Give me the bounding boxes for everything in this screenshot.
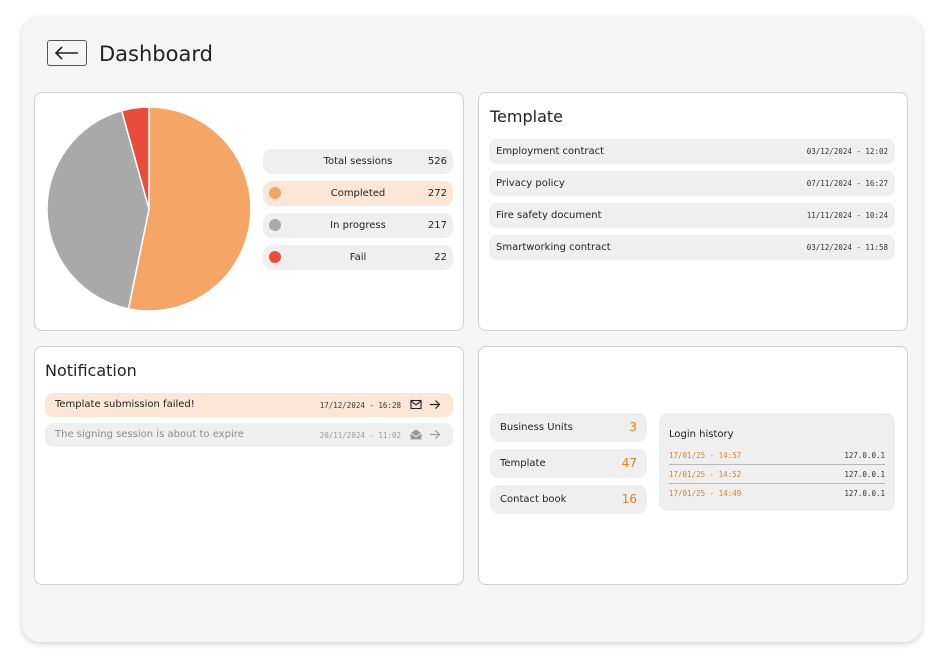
stat-in-progress-label: In progress <box>330 220 386 231</box>
count-contact-book[interactable]: Contact book 16 <box>490 485 647 514</box>
sessions-pie-chart <box>46 106 252 312</box>
summary-card: Business Units 3 Template 47 Contact boo… <box>478 346 908 585</box>
stat-in-progress: In progress 217 <box>263 213 453 238</box>
arrow-right-icon[interactable] <box>429 399 441 410</box>
stat-in-progress-value: 217 <box>427 220 447 231</box>
login-ip: 127.0.0.1 <box>844 470 885 479</box>
arrow-right-icon[interactable] <box>429 429 441 440</box>
count-value: 3 <box>629 420 637 434</box>
stat-fail-label: Fail <box>349 252 367 263</box>
template-name: Smartworking contract <box>496 242 611 253</box>
stat-total-label: Total sessions <box>323 156 393 167</box>
login-time: 17/01/25 - 14:49 <box>669 489 742 498</box>
count-value: 47 <box>621 456 637 470</box>
stat-fail: Fail 22 <box>263 245 453 270</box>
login-ip: 127.0.0.1 <box>844 451 885 460</box>
pie-slice-fail <box>120 106 150 210</box>
count-template[interactable]: Template 47 <box>490 449 647 478</box>
notification-message: Template submission failed! <box>55 399 195 410</box>
stat-total-sessions: Total sessions 526 <box>263 149 453 174</box>
template-date: 03/12/2024 - 11:58 <box>806 243 888 252</box>
template-name: Fire safety document <box>496 210 602 221</box>
login-history-panel: Login history 17/01/25 - 14:57 127.0.0.1… <box>659 413 895 511</box>
mail-open-icon[interactable] <box>410 429 422 440</box>
template-row[interactable]: Smartworking contract 03/12/2024 - 11:58 <box>489 235 895 260</box>
notification-message: The signing session is about to expire <box>55 429 244 440</box>
count-business-units[interactable]: Business Units 3 <box>490 413 647 442</box>
login-ip: 127.0.0.1 <box>844 489 885 498</box>
in-progress-dot <box>269 219 281 231</box>
notification-item[interactable]: The signing session is about to expire 2… <box>45 423 453 447</box>
template-date: 03/12/2024 - 12:02 <box>806 147 888 156</box>
count-label: Template <box>500 458 546 469</box>
template-card: Template Employment contract 03/12/2024 … <box>478 92 908 331</box>
template-row[interactable]: Privacy policy 07/11/2024 - 16:27 <box>489 171 895 196</box>
notification-card: Notification Template submission failed!… <box>34 346 464 585</box>
count-value: 16 <box>621 492 637 506</box>
notification-date: 17/12/2024 - 16:28 <box>319 401 401 410</box>
template-title: Template <box>490 107 564 126</box>
dashboard-window: Dashboard Total sessions 526 Completed 2… <box>22 16 922 642</box>
login-history-row: 17/01/25 - 14:52 127.0.0.1 <box>669 465 885 484</box>
stat-completed-label: Completed <box>330 188 386 199</box>
stat-completed-value: 272 <box>427 188 447 199</box>
template-date: 07/11/2024 - 16:27 <box>806 179 888 188</box>
completed-dot <box>269 187 281 199</box>
stat-fail-value: 22 <box>434 252 447 263</box>
login-time: 17/01/25 - 14:57 <box>669 451 742 460</box>
notification-item[interactable]: Template submission failed! 17/12/2024 -… <box>45 393 453 417</box>
login-history-title: Login history <box>669 429 734 440</box>
login-history-row: 17/01/25 - 14:49 127.0.0.1 <box>669 484 885 503</box>
login-time: 17/01/25 - 14:52 <box>669 470 742 479</box>
stat-completed: Completed 272 <box>263 181 453 206</box>
pie-slice-in-progress <box>46 109 150 310</box>
login-history-row: 17/01/25 - 14:57 127.0.0.1 <box>669 446 885 465</box>
back-button[interactable] <box>47 40 87 66</box>
template-row[interactable]: Fire safety document 11/11/2024 - 10:24 <box>489 203 895 228</box>
count-label: Contact book <box>500 494 567 505</box>
template-name: Privacy policy <box>496 178 565 189</box>
fail-dot <box>269 251 281 263</box>
page-title: Dashboard <box>99 42 213 66</box>
template-date: 11/11/2024 - 10:24 <box>806 211 888 220</box>
sessions-card: Total sessions 526 Completed 272 In prog… <box>34 92 464 331</box>
stat-total-value: 526 <box>427 156 447 167</box>
count-label: Business Units <box>500 422 573 433</box>
mail-icon[interactable] <box>410 399 422 410</box>
notification-date: 20/11/2024 - 11:02 <box>319 431 401 440</box>
template-name: Employment contract <box>496 146 605 157</box>
arrow-left-icon <box>54 46 78 60</box>
notification-title: Notification <box>45 361 137 380</box>
template-row[interactable]: Employment contract 03/12/2024 - 12:02 <box>489 139 895 164</box>
pie-slice-completed <box>127 106 252 312</box>
